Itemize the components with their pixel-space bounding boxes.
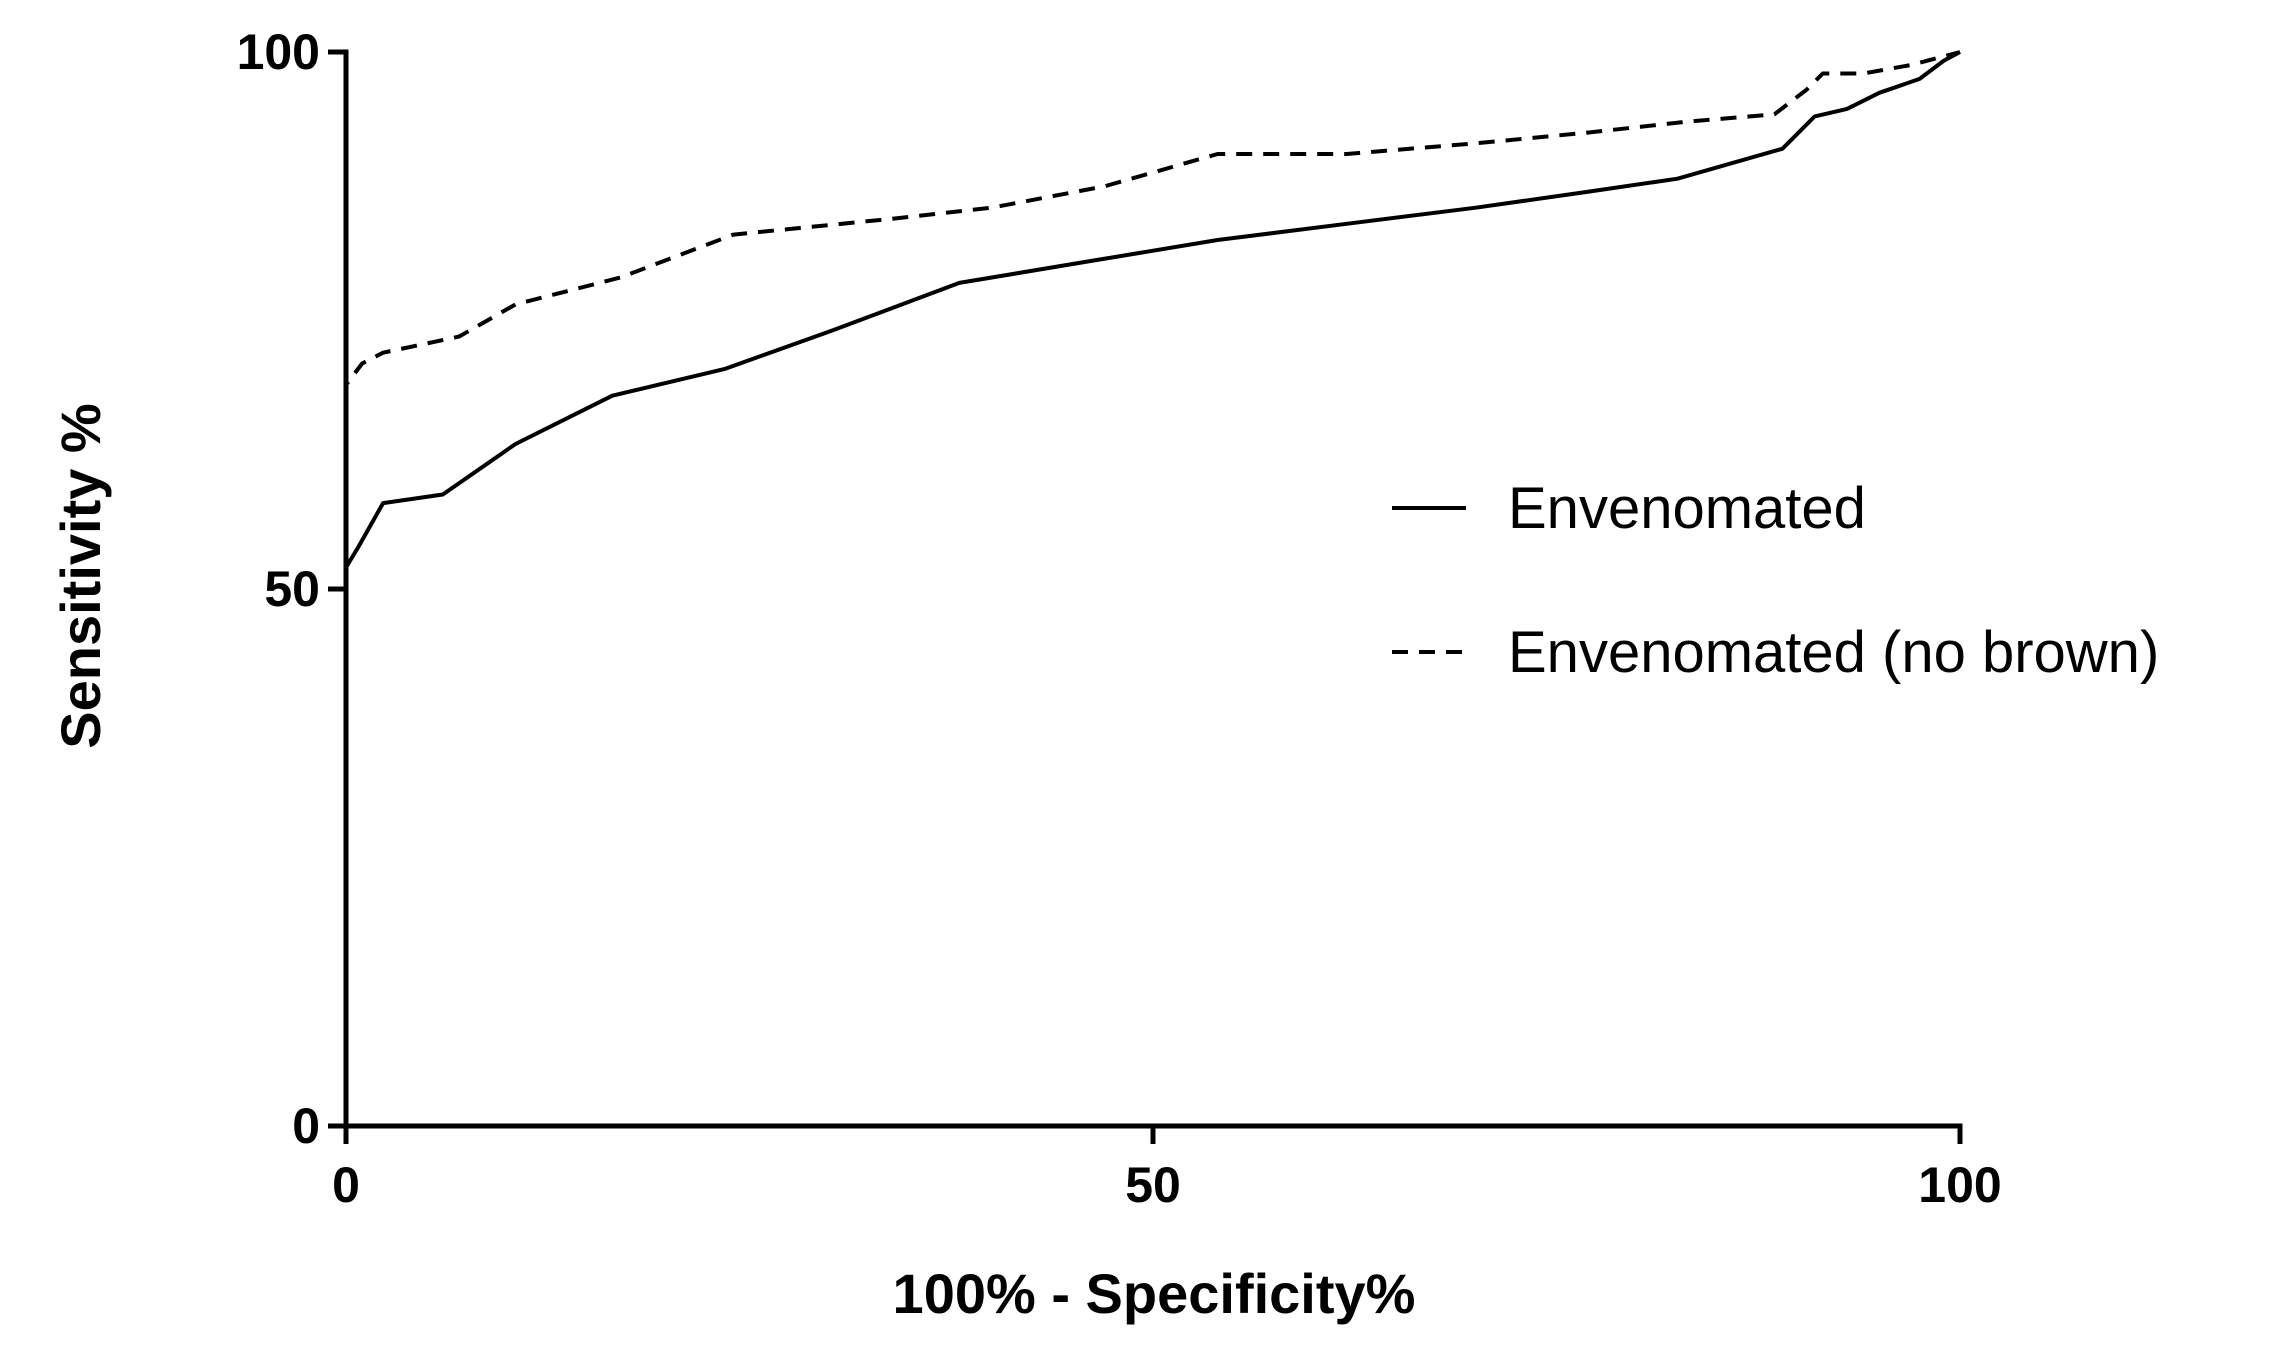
legend-label: Envenomated (no brown) [1508,620,2159,685]
legend: Envenomated Envenomated (no brown) [1392,476,2159,685]
x-tick-label: 50 [1125,1157,1181,1213]
x-tick-label: 100 [1918,1157,2001,1213]
series-layer [344,50,1961,1126]
legend-label: Envenomated [1508,476,1866,541]
y-tick-label: 0 [292,1098,320,1154]
y-tick-label: 100 [237,24,320,80]
series-line-1 [344,50,1961,1126]
axis-ticks: 0 50 100 0 50 100 [237,24,2002,1213]
plot-area: 0 50 100 0 50 100 [237,24,2002,1213]
series-line-2 [344,50,1961,1126]
legend-item-2: Envenomated (no brown) [1392,620,2159,685]
y-tick-label: 50 [264,561,320,617]
x-axis-title: 100% - Specificity% [893,1262,1416,1325]
y-axis-title: Sensitivity % [49,403,112,748]
legend-item-1: Envenomated [1392,476,1866,541]
x-tick-label: 0 [332,1157,360,1213]
